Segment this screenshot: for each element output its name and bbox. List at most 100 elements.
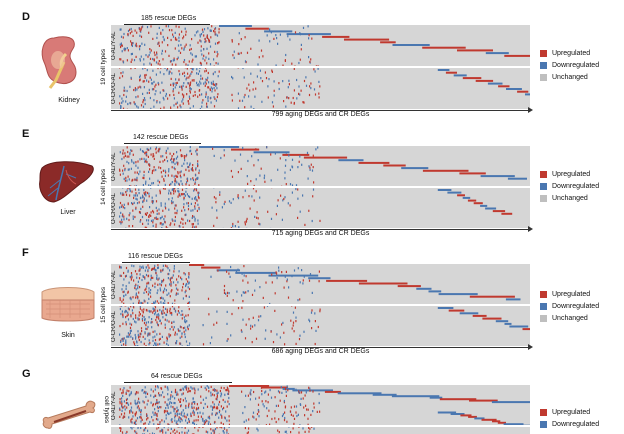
heatmap-cell bbox=[181, 345, 183, 346]
heatmap-cell bbox=[244, 93, 246, 97]
heatmap-cell bbox=[300, 48, 302, 51]
heatmap-cell bbox=[170, 182, 172, 186]
heatmap-cell bbox=[122, 172, 124, 175]
heatmap-cell bbox=[170, 394, 172, 397]
heatmap-cell bbox=[182, 387, 184, 390]
heatmap-cell bbox=[202, 343, 205, 346]
heatmap-cell bbox=[159, 421, 161, 424]
heatmap-cell bbox=[143, 299, 145, 302]
heatmap-cell bbox=[127, 102, 129, 106]
heatmap-cell bbox=[282, 321, 284, 324]
heatmap-cell bbox=[144, 269, 146, 272]
heatmap-cell bbox=[124, 408, 126, 411]
heatmap-cell bbox=[180, 388, 182, 391]
heatmap-cell bbox=[258, 39, 260, 42]
heatmap-cell bbox=[162, 264, 164, 267]
heatmap-cell bbox=[124, 154, 126, 157]
heatmap-cell bbox=[358, 282, 408, 285]
heatmap-cell bbox=[173, 93, 175, 96]
heatmap-cell bbox=[130, 323, 133, 326]
heatmap-cell bbox=[274, 309, 276, 312]
heatmap-cell bbox=[257, 217, 259, 220]
heatmap-cell bbox=[299, 58, 301, 61]
heatmap-cell bbox=[228, 423, 230, 426]
heatmap-cell bbox=[226, 322, 228, 325]
heatmap-cell bbox=[201, 101, 203, 104]
heatmap-cell bbox=[165, 171, 167, 174]
heatmap-cell bbox=[250, 393, 252, 396]
cell-types-label: 15 cell types bbox=[100, 286, 107, 324]
heatmap-cell bbox=[135, 403, 137, 406]
row-label-bottom: O-CR/O-AL bbox=[111, 310, 117, 342]
heatmap-cell bbox=[263, 405, 265, 408]
heatmap-cell bbox=[137, 166, 139, 169]
heatmap-cell bbox=[133, 306, 135, 309]
heatmap-cell bbox=[274, 410, 276, 413]
heatmap-cell bbox=[129, 275, 131, 278]
heatmap-cell bbox=[145, 345, 147, 346]
heatmap-cell bbox=[121, 44, 123, 47]
heatmap-cell bbox=[269, 40, 271, 43]
heatmap-cell bbox=[231, 75, 233, 79]
heatmap-cell bbox=[127, 203, 129, 206]
heatmap-cell bbox=[140, 207, 142, 210]
heatmap-cell bbox=[250, 324, 252, 327]
organ-name: Kidney bbox=[58, 97, 80, 104]
heatmap-cell bbox=[120, 222, 122, 225]
heatmap-cell bbox=[138, 277, 141, 280]
heatmap-cell bbox=[213, 406, 216, 409]
heatmap-cell bbox=[169, 183, 171, 187]
heatmap-cell bbox=[119, 58, 121, 61]
heatmap-cell bbox=[133, 341, 135, 344]
heatmap-cell bbox=[183, 316, 185, 319]
heatmap-cell bbox=[140, 327, 143, 330]
heatmap-cell bbox=[170, 77, 172, 80]
heatmap-cell bbox=[184, 159, 186, 162]
heatmap-cell bbox=[138, 291, 140, 294]
heatmap-cell bbox=[160, 167, 162, 170]
heatmap-cell bbox=[285, 105, 287, 108]
heatmap-cell bbox=[131, 160, 133, 163]
heatmap-cell bbox=[255, 178, 257, 181]
heatmap-cell bbox=[122, 313, 124, 316]
heatmap-cell bbox=[141, 215, 144, 219]
heatmap-cell bbox=[246, 87, 248, 90]
heatmap-cell bbox=[216, 398, 218, 401]
heatmap-cell bbox=[147, 148, 149, 152]
heatmap-cell bbox=[154, 313, 156, 316]
heatmap-cell bbox=[267, 393, 269, 396]
heatmap-cell bbox=[202, 412, 204, 415]
heatmap-cell bbox=[157, 316, 159, 319]
heatmap-cell bbox=[216, 95, 218, 99]
heatmap-cell bbox=[125, 401, 127, 405]
heatmap-cell bbox=[170, 106, 172, 109]
heatmap-cell bbox=[208, 313, 210, 316]
heatmap-cell bbox=[286, 278, 288, 281]
heatmap-cell bbox=[175, 310, 177, 313]
heatmap-cell bbox=[134, 44, 137, 47]
heatmap-cell bbox=[121, 218, 123, 221]
heatmap-cell bbox=[208, 52, 210, 55]
bone-icon bbox=[42, 400, 96, 429]
heatmap-cell bbox=[119, 325, 121, 328]
heatmap-cell bbox=[153, 154, 155, 157]
heatmap-cell bbox=[303, 330, 305, 333]
heatmap-cell bbox=[197, 194, 199, 197]
heatmap-cell bbox=[177, 171, 179, 174]
heatmap-cell bbox=[289, 168, 291, 171]
heatmap-cell bbox=[128, 168, 130, 171]
heatmap-cell bbox=[208, 81, 210, 84]
heatmap-cell bbox=[127, 187, 129, 190]
heatmap-cell bbox=[216, 321, 218, 324]
heatmap-cell bbox=[148, 343, 150, 346]
heatmap-cell bbox=[293, 330, 295, 333]
heatmap-cell bbox=[223, 291, 226, 294]
heatmap-cell bbox=[198, 206, 200, 209]
heatmap-cell bbox=[237, 52, 239, 55]
heatmap-cell bbox=[146, 151, 148, 154]
heatmap-cell bbox=[309, 168, 311, 171]
heatmap-cell bbox=[163, 278, 165, 281]
heatmap-cell bbox=[180, 276, 182, 279]
heatmap-cell bbox=[312, 154, 314, 157]
heatmap-cell bbox=[227, 392, 230, 395]
